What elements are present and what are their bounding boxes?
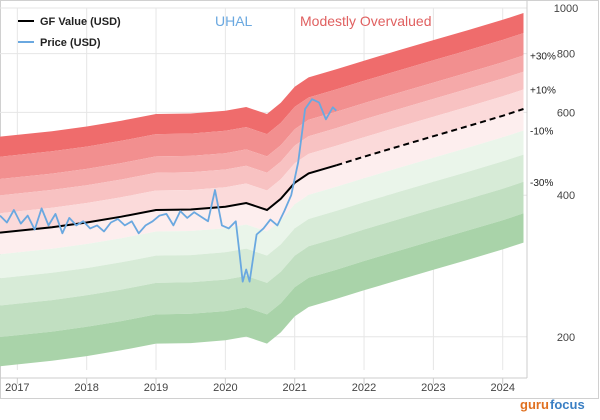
gf-value-projection-line <box>336 108 524 167</box>
x-tick-label: 2018 <box>74 382 98 394</box>
valuation-band-2 <box>0 33 524 179</box>
x-tick-label: 2021 <box>282 382 306 394</box>
valuation-band-5 <box>0 89 524 233</box>
valuation-band-8 <box>0 154 524 306</box>
x-tick-label: 2017 <box>5 382 29 394</box>
x-tick-label: 2019 <box>144 382 168 394</box>
x-tick-label: 2024 <box>490 382 514 394</box>
band-annotation-label: +10% <box>530 86 556 97</box>
y-tick-label: 600 <box>557 107 575 119</box>
y-tick-label: 400 <box>557 190 575 202</box>
x-tick-label: 2023 <box>421 382 445 394</box>
valuation-bands <box>0 13 524 367</box>
band-annotations: +30% +10% -10% -30% <box>530 51 556 188</box>
band-annotation-label: +30% <box>530 51 556 62</box>
watermark-focus: focus <box>550 397 585 412</box>
x-tick-label: 2020 <box>213 382 237 394</box>
y-tick-label: 800 <box>557 49 575 61</box>
legend-price-label: Price (USD) <box>40 37 101 49</box>
legend-gf-value-label: GF Value (USD) <box>40 16 121 28</box>
valuation-band-1 <box>0 13 524 157</box>
gurufocus-watermark: guru focus <box>520 397 585 412</box>
band-annotation-label: -10% <box>530 127 553 138</box>
valuation-band-3 <box>0 55 524 196</box>
y-tick-label: 1000 <box>554 3 578 15</box>
chart-title: UHAL <box>215 13 253 29</box>
axes: 1000 800 600 400 200 2017 2018 2019 2020 2021 2022… <box>0 0 578 394</box>
valuation-band-4 <box>0 71 524 214</box>
chart-subtitle: Modestly Overvalued <box>300 13 432 29</box>
price-line <box>0 98 337 283</box>
valuation-band-10 <box>0 213 524 367</box>
valuation-band-6 <box>0 109 524 255</box>
band-annotation-label: -30% <box>530 178 553 189</box>
valuation-band-9 <box>0 181 524 337</box>
valuation-band-7 <box>0 130 524 279</box>
y-tick-label: 200 <box>557 332 575 344</box>
series-lines <box>0 98 524 283</box>
x-tick-label: 2022 <box>352 382 376 394</box>
legend: GF Value (USD) Price (USD) <box>18 16 121 49</box>
watermark-guru: guru <box>520 397 549 412</box>
